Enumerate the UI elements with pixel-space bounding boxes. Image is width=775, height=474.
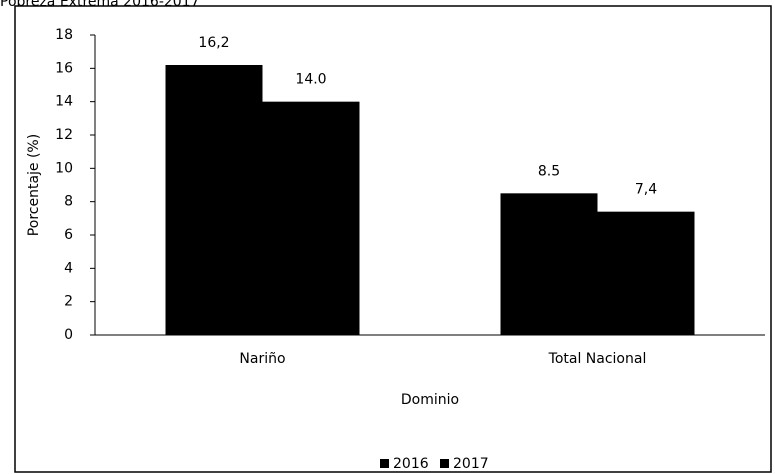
legend-swatch	[440, 459, 449, 468]
y-tick-label: 10	[55, 160, 73, 176]
chart-border	[14, 5, 772, 473]
y-tick-label: 16	[55, 60, 73, 76]
y-tick-label: 8	[64, 194, 73, 210]
x-tick-label: Total Nacional	[548, 351, 647, 367]
value-label: 14.0	[295, 72, 326, 88]
bar	[165, 65, 263, 335]
y-tick-label: 14	[55, 94, 73, 110]
x-tick-label: Nariño	[239, 351, 285, 367]
y-tick-label: 2	[64, 294, 73, 310]
bar	[597, 211, 695, 335]
value-label: 16,2	[198, 35, 229, 51]
y-tick-label: 12	[55, 127, 73, 143]
x-axis-label: Dominio	[401, 392, 459, 408]
legend-swatch	[380, 459, 389, 468]
legend-label: 2016	[393, 456, 429, 472]
y-tick-label: 6	[64, 227, 73, 243]
legend-label: 2017	[453, 456, 489, 472]
bar	[262, 101, 360, 336]
y-tick-label: 0	[64, 327, 73, 343]
bar	[500, 193, 598, 335]
y-tick-label: 18	[55, 27, 73, 43]
y-tick-label: 4	[64, 260, 73, 276]
value-label: 7,4	[635, 182, 657, 198]
chart-title: Pobreza Extrema 2016-2017	[0, 0, 200, 10]
value-label: 8.5	[538, 163, 560, 179]
y-axis-label: Porcentaje (%)	[26, 134, 42, 236]
